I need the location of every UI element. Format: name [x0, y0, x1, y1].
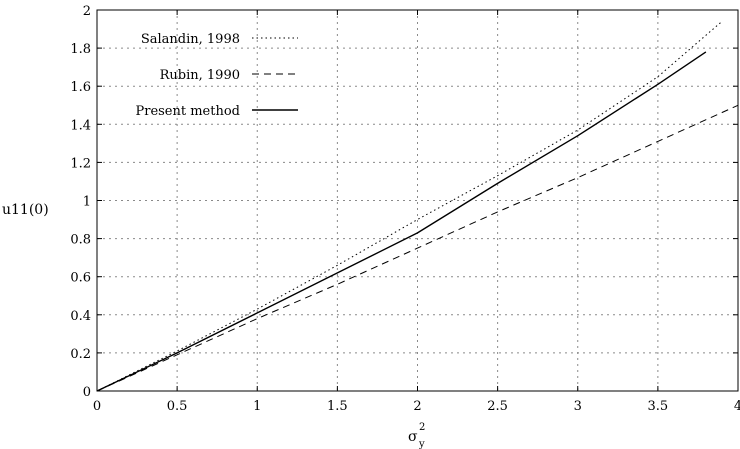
y-axis-label: u11(0) — [2, 202, 49, 218]
x-axis-label-subscript: y — [418, 439, 425, 449]
legend-label: Rubin, 1990 — [160, 68, 240, 83]
x-axis-label-main: σ — [408, 429, 418, 445]
x-tick-label: 4 — [734, 399, 740, 414]
y-tick-label: 1.8 — [70, 42, 91, 57]
x-tick-label: 2.5 — [487, 399, 508, 414]
legend: Salandin, 1998 Rubin, 1990 Present method — [135, 32, 298, 119]
y-tick-label: 2 — [83, 4, 91, 19]
x-tick-label: 3.5 — [648, 399, 669, 414]
grid — [97, 10, 738, 391]
y-tick-label: 0.4 — [70, 309, 91, 324]
series-line-3 — [96, 51, 707, 392]
y-tick-label: 1.4 — [70, 118, 91, 133]
legend-label: Salandin, 1998 — [141, 32, 240, 47]
y-tick-label: 0.6 — [70, 271, 91, 286]
x-tick-label: 1.5 — [327, 399, 348, 414]
x-tick-label: 0.5 — [167, 399, 188, 414]
y-tick-label: 0.8 — [70, 233, 91, 248]
x-tick-label: 1 — [253, 399, 261, 414]
x-axis-label-superscript: 2 — [419, 422, 425, 433]
series-lines — [96, 21, 739, 392]
axis-ticks: 0 0.5 1 1.5 2 2.5 3 3.5 4 0 0.2 0.4 0.6 0.8 1 1.2 1.4 1.6… — [70, 4, 740, 414]
series-line-2 — [96, 104, 739, 392]
y-tick-label: 0 — [83, 385, 91, 400]
x-tick-label: 2 — [413, 399, 421, 414]
y-tick-label: 1.6 — [70, 80, 91, 95]
x-axis-label: σ 2 y — [408, 422, 425, 449]
y-tick-label: 0.2 — [70, 347, 91, 362]
y-tick-label: 1.2 — [70, 156, 91, 171]
y-tick-label: 1 — [83, 195, 91, 210]
x-tick-label: 0 — [93, 399, 101, 414]
x-tick-label: 3 — [574, 399, 582, 414]
legend-label: Present method — [135, 104, 240, 119]
